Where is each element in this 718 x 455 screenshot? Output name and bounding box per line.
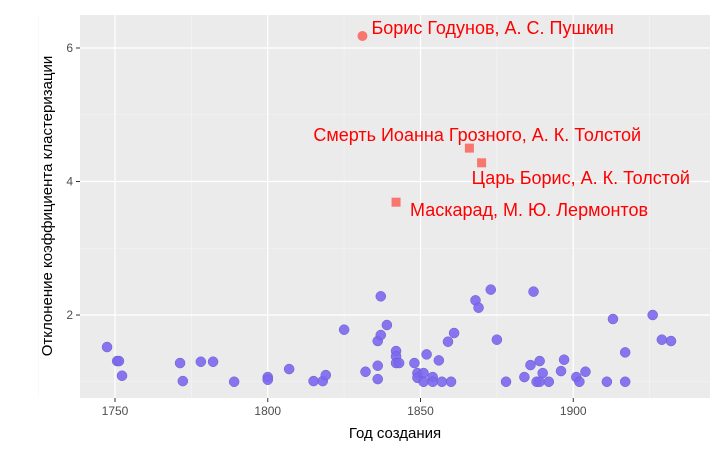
data-point	[195, 356, 207, 367]
x-tick-label: 1800	[254, 404, 281, 418]
axis-ticks: 1750 1800 1850 1900 2 4 6	[66, 41, 587, 418]
data-point	[619, 376, 631, 387]
data-point	[393, 357, 405, 369]
data-point	[427, 376, 438, 387]
x-tick-label: 1750	[102, 404, 129, 418]
data-point	[500, 376, 512, 387]
data-point	[448, 327, 460, 339]
x-tick-label: 1850	[407, 404, 434, 418]
highlight-label: Смерть Иоанна Грозного, А. К. Толстой	[313, 125, 641, 145]
highlight-point	[464, 143, 474, 153]
data-point	[558, 354, 570, 365]
highlight-point	[391, 197, 401, 207]
data-point	[381, 319, 393, 331]
data-point	[580, 366, 591, 377]
data-point	[228, 376, 240, 387]
data-point	[372, 373, 383, 385]
data-point	[177, 375, 189, 387]
data-point	[207, 356, 219, 367]
highlight-label: Борис Годунов, А. С. Пушкин	[371, 18, 613, 38]
data-point	[442, 336, 454, 347]
data-point	[525, 359, 536, 371]
points	[101, 284, 677, 387]
data-point	[534, 376, 545, 387]
data-point	[574, 376, 585, 387]
x-tick-label: 1900	[560, 404, 587, 418]
data-point	[473, 302, 484, 313]
data-point	[543, 376, 555, 387]
data-point	[174, 357, 186, 369]
data-point	[283, 363, 295, 375]
data-point	[619, 347, 631, 358]
y-axis-label: Отклонение коэффициента кластеризации	[39, 56, 56, 357]
highlight-label: Царь Борис, А. К. Толстой	[472, 168, 690, 188]
highlight-point	[357, 30, 368, 41]
data-point	[601, 376, 613, 387]
data-point	[409, 357, 420, 369]
highlight-label: Маскарад, М. Ю. Лермонтов	[410, 200, 648, 220]
data-point	[262, 374, 273, 385]
gridlines	[38, 15, 710, 398]
data-point	[436, 376, 448, 387]
x-axis-label: Год создания	[349, 425, 441, 442]
data-point	[491, 334, 503, 345]
data-point	[421, 349, 432, 360]
data-point	[360, 366, 371, 377]
data-point	[418, 376, 429, 387]
data-point	[519, 371, 530, 383]
data-point	[375, 329, 387, 341]
data-point	[534, 355, 545, 367]
y-tick-label: 6	[66, 41, 73, 55]
highlighted-points: Борис Годунов, А. С. Пушкин Смерть Иоанна…	[313, 18, 690, 220]
data-point	[338, 324, 350, 335]
data-point	[647, 309, 658, 321]
y-tick-label: 2	[66, 308, 73, 322]
data-point	[375, 291, 387, 302]
data-point	[555, 365, 567, 377]
data-point	[116, 370, 128, 381]
highlight-point	[477, 158, 487, 168]
data-point	[485, 284, 497, 295]
data-point	[656, 334, 668, 345]
y-tick-label: 4	[66, 175, 73, 189]
data-point	[320, 369, 332, 381]
data-point	[445, 376, 457, 387]
data-point	[101, 341, 113, 353]
data-point	[607, 313, 619, 325]
data-point	[665, 335, 677, 347]
data-point	[528, 286, 539, 297]
data-point	[372, 360, 383, 371]
data-point	[113, 355, 125, 367]
data-point	[433, 355, 445, 366]
data-point	[308, 375, 319, 387]
